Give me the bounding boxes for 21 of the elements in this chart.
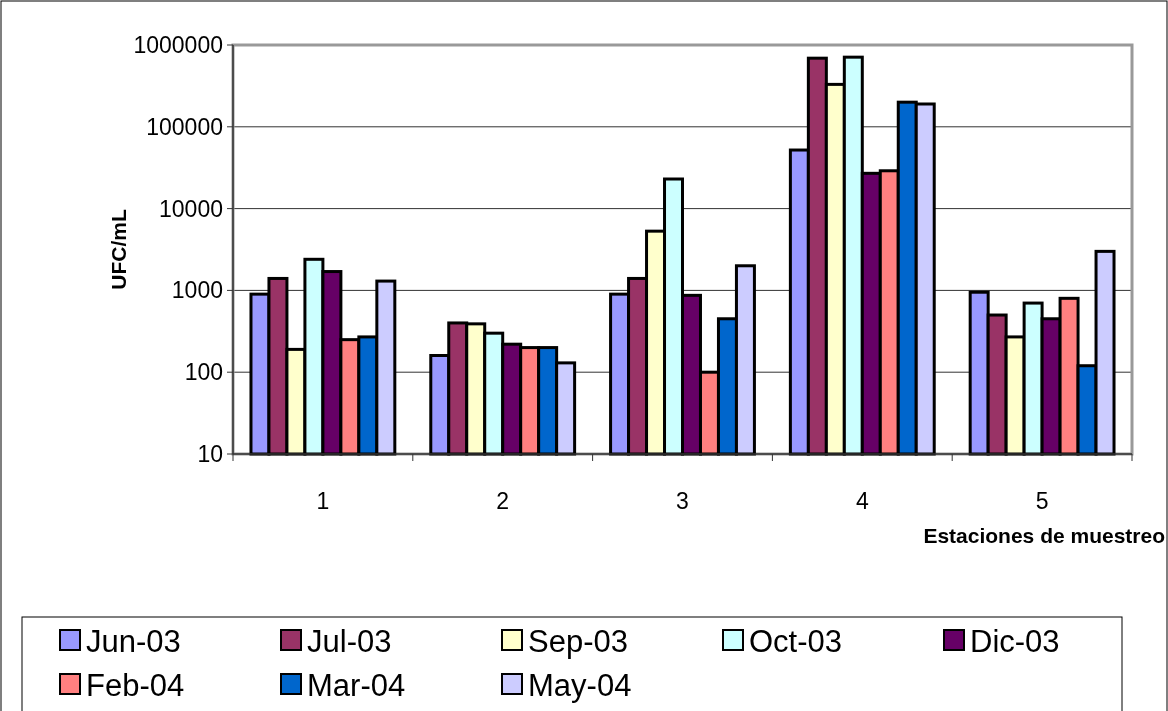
y-tick-label: 10 (197, 441, 223, 468)
legend-label: Dic-03 (970, 623, 1060, 659)
y-tick-label: 1000 (171, 277, 223, 304)
x-tick-label: 1 (316, 488, 330, 514)
y-tick-label: 100 (184, 359, 223, 386)
y-tick-label: 1000000 (133, 32, 223, 59)
x-tick-label: 2 (496, 488, 510, 514)
legend-label: May-04 (528, 667, 632, 703)
x-tick-label: 5 (1035, 488, 1049, 514)
y-tick-label: 100000 (146, 113, 223, 140)
legend-label: Oct-03 (749, 623, 843, 659)
x-tick-label: 3 (676, 488, 689, 514)
y-axis-title: UFC/mL (107, 209, 130, 290)
legend-label: Feb-04 (86, 667, 185, 703)
legend-label: Sep-03 (528, 623, 628, 659)
y-tick-label: 10000 (159, 195, 223, 222)
legend-label: Mar-04 (307, 667, 406, 703)
legend-label: Jul-03 (307, 623, 392, 659)
x-axis-title: Estaciones de muestreo (923, 524, 1165, 547)
legend-label: Jun-03 (86, 623, 181, 659)
x-tick-label: 4 (855, 488, 869, 514)
